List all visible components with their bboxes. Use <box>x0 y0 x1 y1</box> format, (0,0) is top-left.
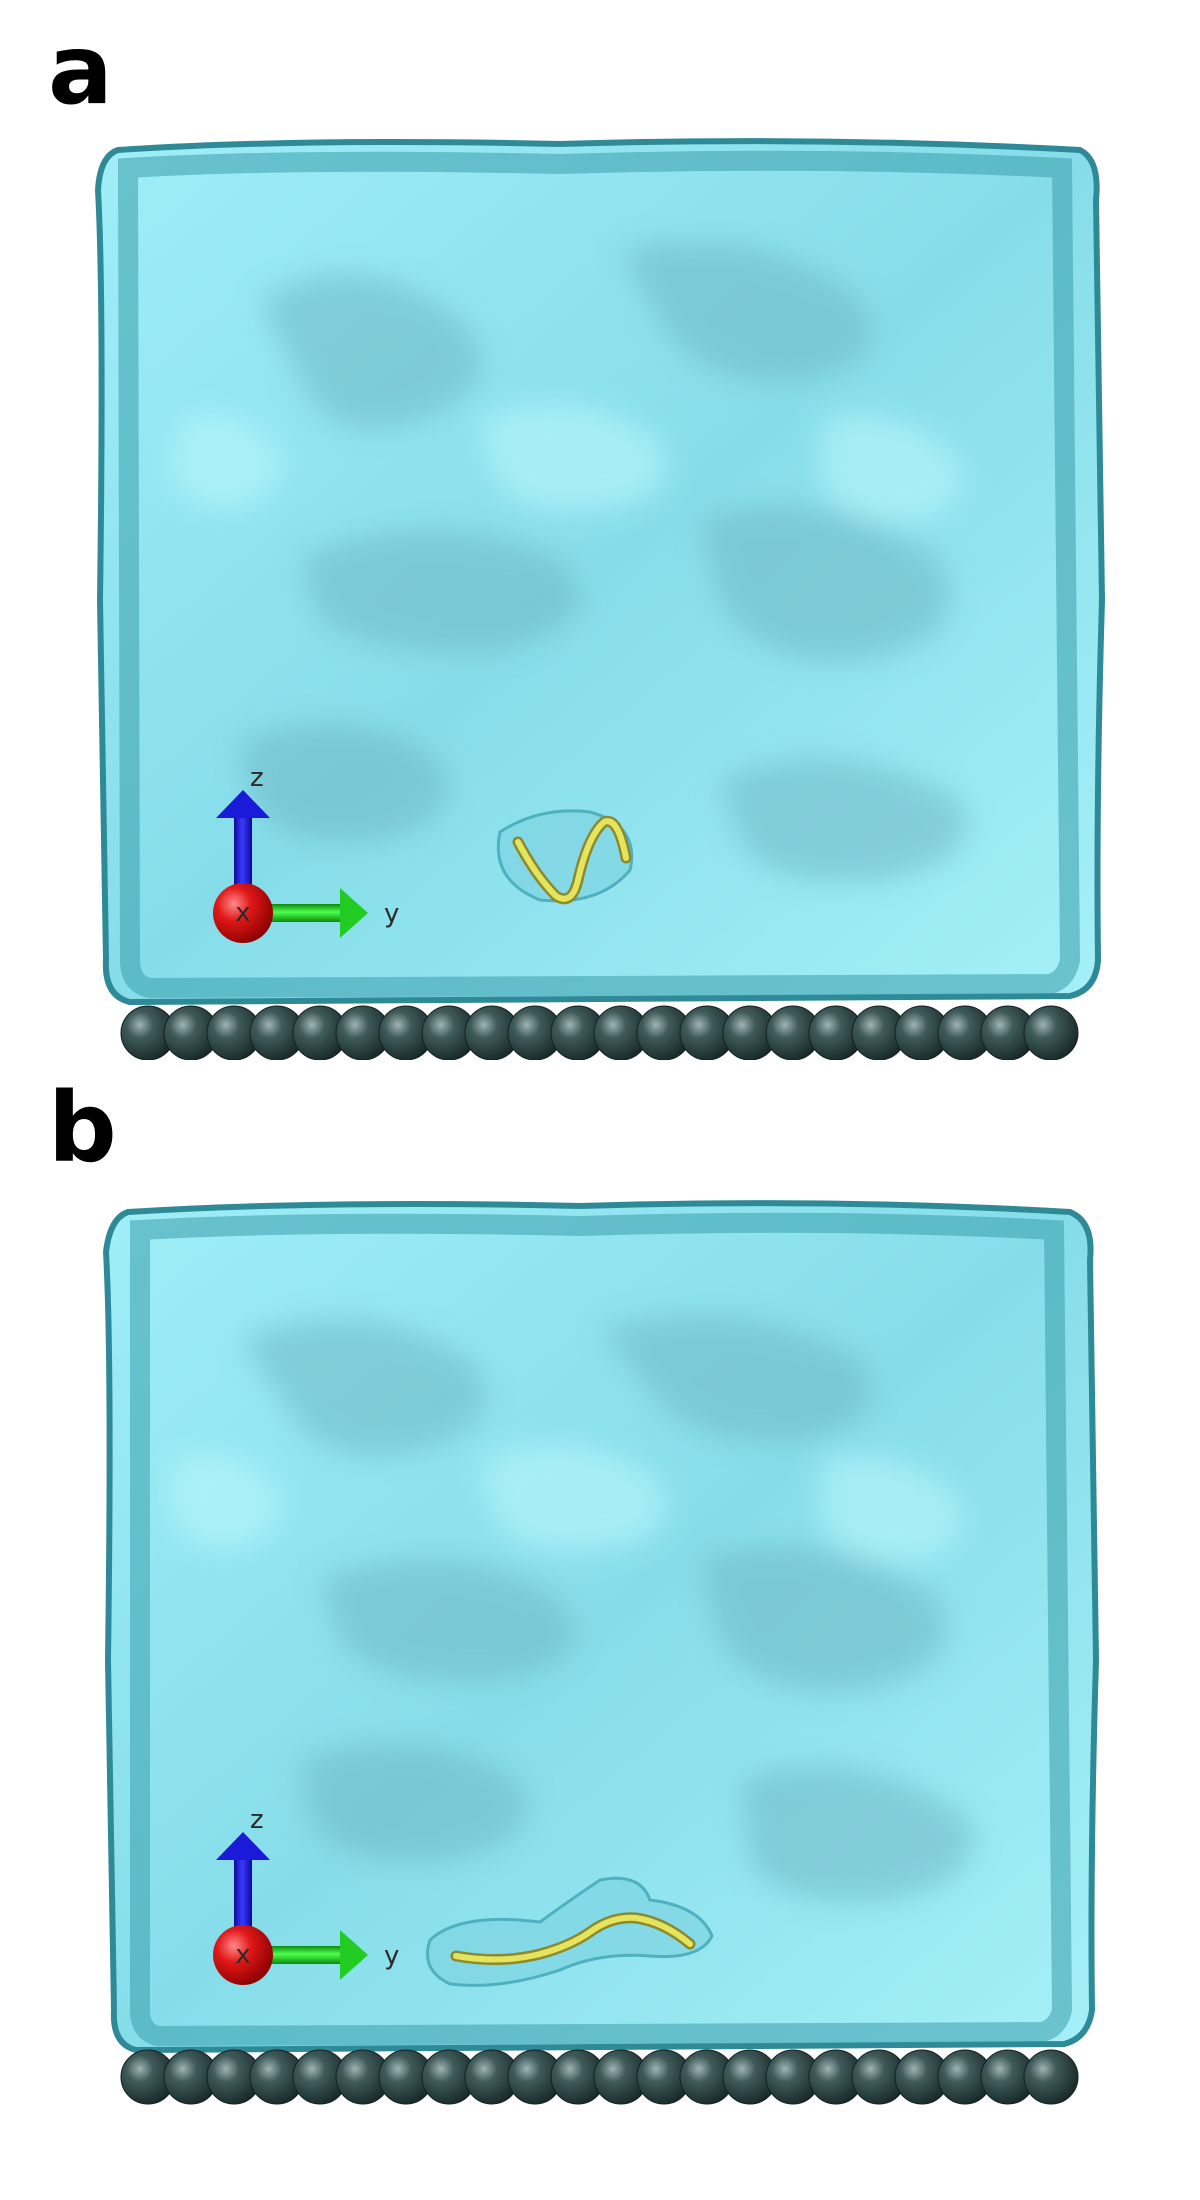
graphene-substrate <box>120 1005 1079 1060</box>
z-axis-arrow <box>234 816 252 904</box>
axes-indicator: x z y <box>213 1805 399 1985</box>
polymer-chain <box>496 809 634 905</box>
axes-indicator: x z y <box>213 763 399 943</box>
z-axis-arrowhead <box>216 790 270 818</box>
x-axis-label: x <box>235 898 250 928</box>
substrate-atom <box>1023 1005 1079 1060</box>
x-axis-ball <box>213 883 273 943</box>
x-axis-ball <box>213 1925 273 1985</box>
y-axis-label: y <box>384 899 399 929</box>
x-axis-label: x <box>235 1940 250 1970</box>
graphene-substrate <box>120 2049 1079 2105</box>
panel-label: a <box>48 14 113 126</box>
panel-a: x z y a <box>0 0 1200 1060</box>
polymer-chain <box>426 1876 714 1987</box>
simulation-render-b: x z y <box>102 1200 1100 2105</box>
y-axis-arrowhead <box>340 1930 368 1980</box>
water-box <box>94 138 1106 1006</box>
panel-b: x z y b <box>0 1060 1200 2120</box>
simulation-render-a: x z y <box>94 138 1106 1060</box>
z-axis-arrowhead <box>216 1832 270 1860</box>
panel-label: b <box>48 1072 117 1184</box>
z-axis-label: z <box>250 763 264 793</box>
z-axis-arrow <box>234 1858 252 1946</box>
y-axis-arrowhead <box>340 888 368 938</box>
substrate-atom <box>1023 2049 1079 2105</box>
water-box <box>102 1200 1100 2054</box>
z-axis-label: z <box>250 1805 264 1835</box>
y-axis-label: y <box>384 1941 399 1971</box>
